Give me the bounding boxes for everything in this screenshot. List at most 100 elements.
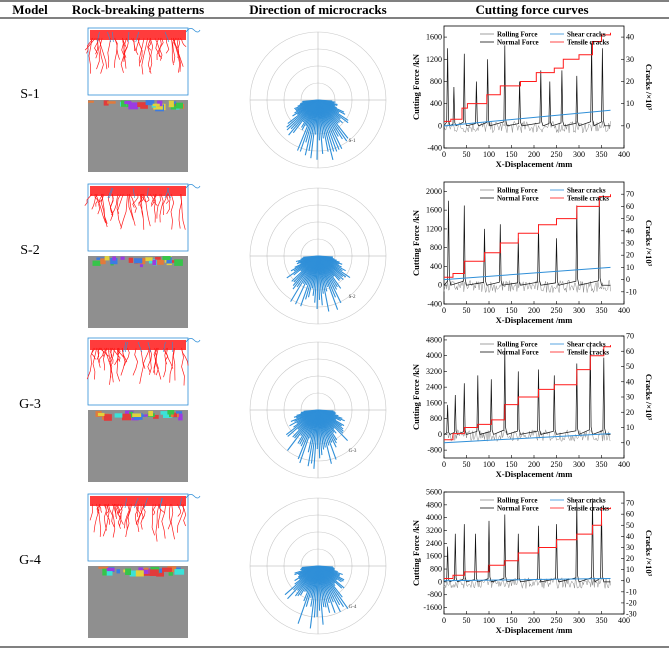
rock-pattern xyxy=(86,337,201,482)
y2-axis-label: Cracks /×10³ xyxy=(644,220,654,267)
crack-path xyxy=(137,37,143,63)
y-tick-label: 2000 xyxy=(426,187,442,196)
shear-crack-mark xyxy=(132,187,135,199)
x-axis-label: X-Displacement /mm xyxy=(496,625,573,635)
shear-ray xyxy=(303,255,319,258)
y-tick-label: -800 xyxy=(427,590,442,599)
row-g-3: G-3G-30 50 100 150 200 250 300 350 400-800080016… xyxy=(19,332,654,482)
rock-fragment xyxy=(157,100,163,107)
x-tick-label: 200 xyxy=(528,150,540,159)
crack-path xyxy=(166,347,174,369)
rock-fragment xyxy=(137,102,147,107)
x-tick-label: 250 xyxy=(551,616,563,625)
rock-fragment xyxy=(168,100,174,108)
crack-path xyxy=(143,193,151,227)
tensile-cracks-line xyxy=(444,32,611,122)
crack-path xyxy=(177,503,181,517)
y2-tick-label: 20 xyxy=(626,408,634,417)
crack-path xyxy=(141,37,149,75)
crack-path xyxy=(110,347,114,364)
crack-path xyxy=(117,347,124,358)
crack-path xyxy=(128,193,134,220)
crack-path xyxy=(165,193,169,204)
force-chart: 0 50 100 150 200 250 300 350 400-400040080012001… xyxy=(411,25,654,169)
model-label: S-2 xyxy=(20,243,39,258)
tensile-cracks-line xyxy=(444,194,611,278)
rock-block xyxy=(88,256,188,328)
shear-crack-mark xyxy=(109,187,114,199)
y2-tick-label: 0 xyxy=(626,121,630,130)
y-tick-label: -400 xyxy=(427,300,442,309)
crack-path xyxy=(152,503,157,516)
rock-fragment xyxy=(138,567,143,571)
rock-fragment xyxy=(168,570,173,576)
legend-normal: Normal Force xyxy=(497,39,539,47)
crack-path xyxy=(137,503,145,532)
crack-path xyxy=(170,193,175,230)
y-tick-label: 2400 xyxy=(426,383,442,392)
crack-path xyxy=(126,503,133,531)
crack-path xyxy=(158,37,164,57)
rock-fragment xyxy=(142,569,149,574)
x-tick-label: 400 xyxy=(618,616,630,625)
crack-path xyxy=(84,193,93,206)
crack-path xyxy=(181,347,185,386)
y-tick-label: 1200 xyxy=(426,55,442,64)
rock-fragment xyxy=(175,102,183,109)
legend-shear: Shear cracks xyxy=(567,31,606,39)
crack-path xyxy=(114,37,120,60)
shear-ray xyxy=(302,99,319,102)
rock-fragment xyxy=(98,566,109,569)
y-tick-label: 2400 xyxy=(426,539,442,548)
crack-path xyxy=(93,503,100,533)
y2-tick-label: 0 xyxy=(626,576,630,585)
x-tick-label: 50 xyxy=(463,306,471,315)
crack-path xyxy=(96,503,101,514)
y2-tick-label: -10 xyxy=(626,587,637,596)
rock-fragment xyxy=(104,256,110,261)
y-tick-label: 5600 xyxy=(426,488,442,497)
rock-block xyxy=(88,566,188,638)
y2-tick-label: 50 xyxy=(626,362,634,371)
crack-path xyxy=(96,347,101,360)
y-tick-label: 0 xyxy=(438,121,442,130)
rock-fragment xyxy=(148,260,153,264)
crack-path xyxy=(149,193,158,207)
tensile-cracks-line xyxy=(444,345,611,441)
y-tick-label: 4800 xyxy=(426,335,442,344)
rock-fragment xyxy=(120,100,127,107)
header-microcracks: Direction of microcracks xyxy=(249,2,386,17)
crack-path xyxy=(99,503,102,513)
x-axis-label: X-Displacement /mm xyxy=(496,159,573,169)
crack-path xyxy=(154,37,160,61)
crack-path xyxy=(147,37,152,74)
rock-fragment xyxy=(153,103,163,110)
y-tick-label: 0 xyxy=(438,281,442,290)
rock-fragment xyxy=(142,414,146,417)
rock-fragment xyxy=(174,567,181,570)
y2-tick-label: 70 xyxy=(626,190,634,199)
shear-crack-mark xyxy=(179,497,182,509)
rock-fragment xyxy=(102,568,107,576)
cutter-icon xyxy=(185,28,201,33)
y2-tick-label: -20 xyxy=(626,598,637,607)
legend-tensile: Tensile cracks xyxy=(567,195,609,203)
crack-path xyxy=(116,347,121,382)
legend-tensile: Tensile cracks xyxy=(567,349,609,357)
crack-path xyxy=(120,37,127,73)
y-tick-label: 1600 xyxy=(426,33,442,42)
rock-fragment xyxy=(152,259,157,266)
rose-label: S-1 xyxy=(349,139,356,144)
crack-band xyxy=(90,496,186,506)
y2-axis-label: Cracks /×10³ xyxy=(644,530,654,577)
y-tick-label: 800 xyxy=(430,77,442,86)
rows: S-1S-10 50 100 150 200 250 300 350 400-400040080… xyxy=(19,25,654,638)
y2-tick-label: -30 xyxy=(626,610,637,619)
shear-crack-mark xyxy=(147,341,151,353)
crack-path xyxy=(135,503,141,524)
shear-ray xyxy=(303,409,319,412)
shear-crack-mark xyxy=(159,497,163,509)
crack-path xyxy=(132,193,139,208)
rock-fragment xyxy=(120,256,125,260)
x-tick-label: 300 xyxy=(573,150,585,159)
